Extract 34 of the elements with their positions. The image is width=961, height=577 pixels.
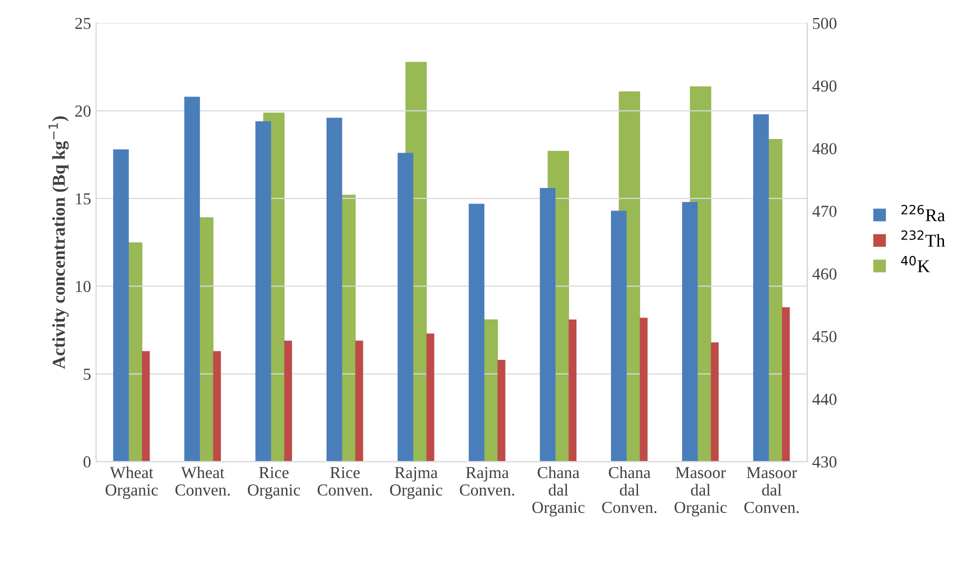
y2-tick-label: 480	[812, 143, 836, 154]
y-tick-label: 0	[84, 456, 91, 468]
y2-tick-label: 500	[813, 18, 836, 30]
x-tick-label: Masoor dal Conven.	[744, 467, 799, 514]
y2-tick-label: 490	[812, 80, 836, 92]
x-tick-label: Chana dal Organic	[532, 466, 585, 516]
legend-label: $^{40}$K	[901, 256, 930, 272]
y-tick-label: 25	[75, 18, 91, 30]
y2-tick-label: 470	[812, 206, 836, 217]
y-tick-label: 15	[76, 193, 91, 204]
bar	[710, 342, 719, 462]
x-tick-label: Rice Conven.	[318, 466, 372, 496]
y-axis-title: Activity concentration (Bq kg$^{−1}$)	[48, 116, 69, 369]
x-tick-label: Rajma Conven.	[460, 466, 514, 496]
x-tick-label: Chana dal Conven.	[602, 466, 656, 514]
x-tick-label: Wheat Organic	[106, 466, 158, 500]
bar	[284, 340, 292, 462]
y-tick-label: 5	[84, 368, 91, 380]
y-tick-label: 10	[76, 280, 91, 292]
legend-label: $^{232}$Th	[901, 230, 945, 247]
bar	[568, 320, 576, 462]
y2-tick-label: 460	[812, 268, 836, 280]
bar	[426, 334, 434, 462]
x-tick-label: Rajma Organic	[390, 466, 442, 500]
x-tick-label: Wheat Conven.	[175, 466, 230, 496]
x-tick-label: Masoor dal Organic	[674, 467, 727, 516]
x-tick-label: Rice Organic	[248, 466, 300, 500]
bar	[640, 318, 648, 462]
y-tick-label: 20	[75, 105, 91, 117]
legend-label: $^{226}$Ra	[901, 204, 945, 222]
y2-tick-label: 440	[812, 394, 836, 405]
y2-tick-label: 430	[812, 456, 836, 468]
bar	[213, 351, 221, 462]
y2-tick-label: 450	[812, 331, 836, 342]
